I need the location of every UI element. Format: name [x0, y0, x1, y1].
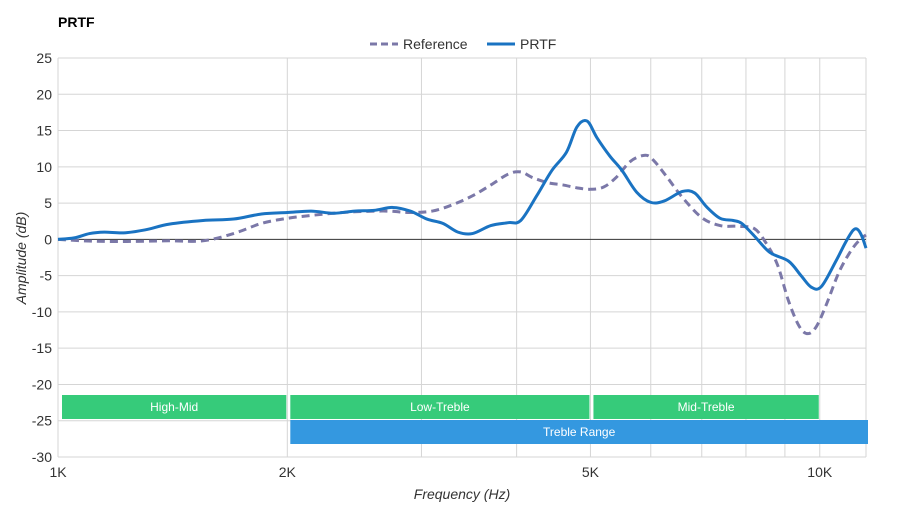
band-low-treble: [290, 395, 590, 419]
y-tick-label: -25: [32, 413, 52, 429]
band-mid-treble: [593, 395, 819, 419]
band-treble-range: [290, 420, 868, 444]
y-tick-label: -5: [40, 268, 53, 284]
series: [57, 119, 868, 336]
y-tick-label: -10: [32, 304, 52, 320]
y-tick-label: 25: [36, 50, 52, 66]
x-tick-label: 1K: [49, 464, 67, 480]
band-high-mid: [62, 395, 287, 419]
x-tick-label: 10K: [807, 464, 833, 480]
x-axis-title: Frequency (Hz): [414, 486, 510, 502]
y-tick-label: 5: [44, 195, 52, 211]
x-tick-label: 2K: [279, 464, 297, 480]
band-label: Mid-Treble: [678, 400, 735, 414]
series-line-prtf: [57, 119, 868, 291]
band-label: High-Mid: [150, 400, 198, 414]
y-tick-label: 0: [44, 231, 52, 247]
series-line-reference: [57, 153, 867, 336]
chart-title: PRTF: [58, 14, 95, 30]
legend-prtf-label: PRTF: [520, 36, 556, 52]
y-tick-label: 20: [36, 86, 52, 102]
grid: [57, 57, 867, 458]
x-tick-label: 5K: [582, 464, 600, 480]
legend: Reference PRTF: [370, 36, 556, 52]
legend-reference-label: Reference: [403, 36, 468, 52]
y-tick-labels: 25 20 15 10 5 0 -5 -10 -15 -20 -25 -30: [32, 50, 52, 465]
y-tick-label: -30: [32, 449, 52, 465]
y-tick-label: 15: [36, 123, 52, 139]
y-axis-title: Amplitude (dB): [13, 212, 29, 306]
x-tick-labels: 1K 2K 5K 10K: [49, 464, 832, 480]
y-tick-label: -15: [32, 340, 52, 356]
frequency-bands: High-Mid Low-Treble Mid-Treble Treble Range: [62, 395, 868, 444]
band-label: Treble Range: [543, 425, 616, 439]
band-label: Low-Treble: [410, 400, 470, 414]
y-tick-label: 10: [36, 159, 52, 175]
y-tick-label: -20: [32, 376, 52, 392]
